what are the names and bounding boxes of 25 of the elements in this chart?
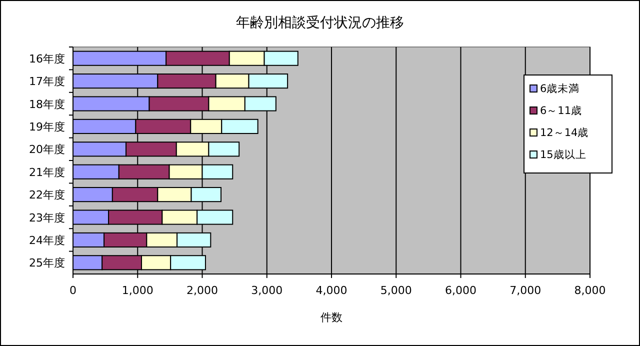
y-tick-label: 20年度 xyxy=(29,143,65,156)
y-tick-label: 23年度 xyxy=(29,211,65,224)
x-tick-label: 8,000 xyxy=(574,284,606,297)
x-tick-label: 3,000 xyxy=(251,284,283,297)
x-tick-label: 5,000 xyxy=(380,284,412,297)
y-tick-label: 21年度 xyxy=(29,166,65,179)
x-tick-label: 2,000 xyxy=(186,284,218,297)
x-tick-label: 7,000 xyxy=(510,284,542,297)
legend-label: 6歳未満 xyxy=(540,82,580,95)
y-tick-label: 16年度 xyxy=(29,52,65,66)
y-tick-label: 17年度 xyxy=(29,75,65,88)
legend-label: 15歳以上 xyxy=(540,148,586,161)
x-tick-label: 4,000 xyxy=(316,284,348,297)
x-tick-label: 1,000 xyxy=(122,284,154,297)
y-tick-label: 25年度 xyxy=(29,256,65,270)
legend-label: 6～11歳 xyxy=(540,104,582,117)
y-tick-label: 22年度 xyxy=(29,188,65,202)
y-tick-label: 24年度 xyxy=(29,234,65,247)
x-axis-title: 件数 xyxy=(320,311,342,324)
y-tick-label: 18年度 xyxy=(29,98,65,111)
y-tick-label: 19年度 xyxy=(29,120,65,134)
legend-label: 12～14歳 xyxy=(540,126,589,139)
x-tick-label: 6,000 xyxy=(445,284,476,297)
x-tick-label: 0 xyxy=(70,284,76,297)
chart-title: 年齢別相談受付状況の推移 xyxy=(236,15,404,31)
